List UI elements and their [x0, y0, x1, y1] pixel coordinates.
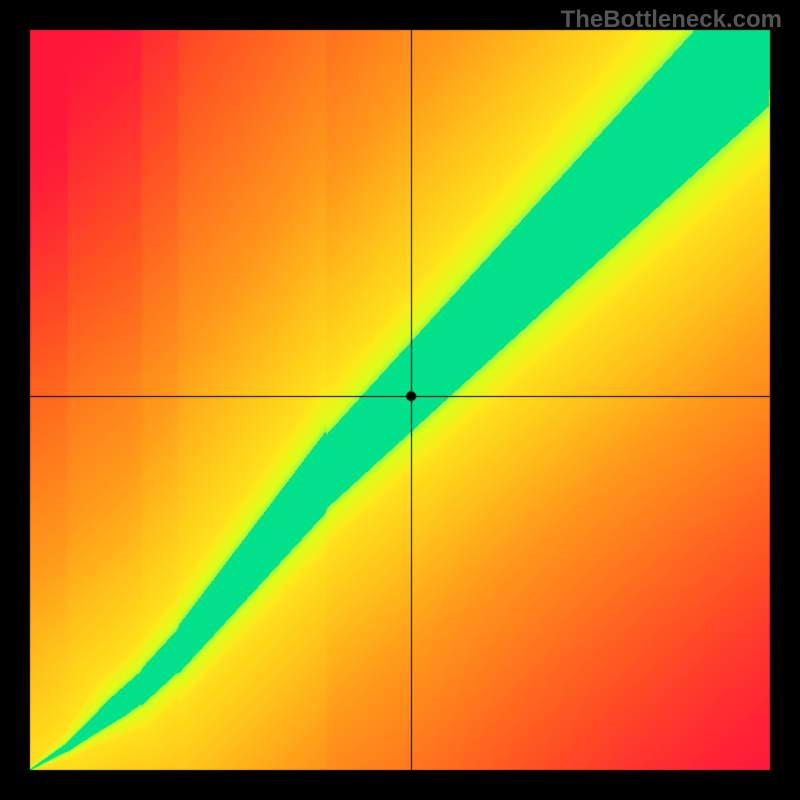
chart-container: TheBottleneck.com [0, 0, 800, 800]
heatmap-canvas [0, 0, 800, 800]
watermark-text: TheBottleneck.com [561, 6, 782, 34]
